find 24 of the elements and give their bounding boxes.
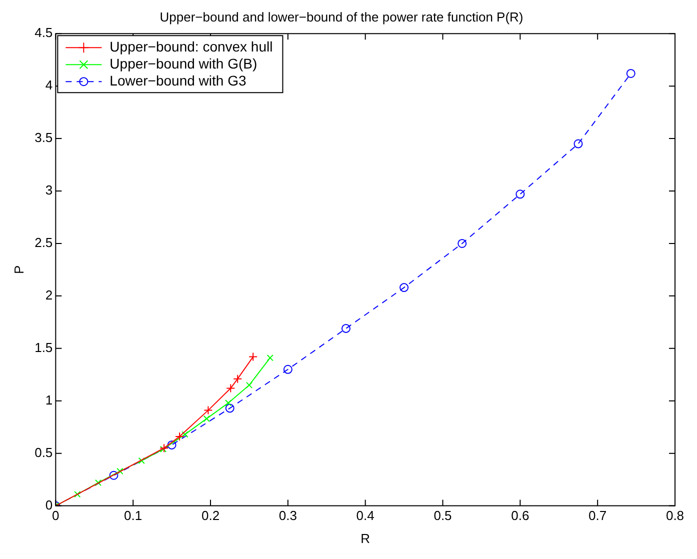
y-tick-label: 0 (45, 497, 53, 512)
y-tick-label: 4.5 (34, 25, 53, 40)
legend-label: Upper−bound: convex hull (110, 38, 273, 54)
chart-title: Upper−bound and lower−bound of the power rate function P(R) (160, 9, 524, 24)
y-tick-label: 3.5 (34, 130, 53, 146)
y-tick-label: 1 (45, 392, 53, 408)
x-axis-title: R (360, 530, 370, 546)
y-tick-label: 2 (45, 288, 53, 303)
x-tick-label: 0.4 (356, 508, 374, 524)
x-tick-label: 0.1 (124, 508, 142, 524)
y-tick-label: 1.5 (34, 340, 53, 355)
y-tick-label: 3 (45, 182, 53, 198)
x-tick-label: 0.2 (201, 508, 220, 524)
x-tick-label: 0.6 (511, 508, 530, 524)
x-tick-label: 0.8 (666, 508, 684, 524)
x-tick-label: 0.7 (588, 508, 607, 524)
y-tick-label: 4 (45, 78, 53, 93)
legend-label: Lower−bound with G3 (110, 72, 246, 88)
legend-label: Upper−bound with G(B) (110, 55, 258, 72)
x-tick-label: 0.3 (278, 508, 297, 524)
y-tick-label: 0.5 (34, 444, 53, 460)
y-axis-title: P (11, 265, 26, 274)
x-tick-label: 0.5 (434, 508, 452, 524)
y-tick-label: 2.5 (34, 235, 53, 250)
